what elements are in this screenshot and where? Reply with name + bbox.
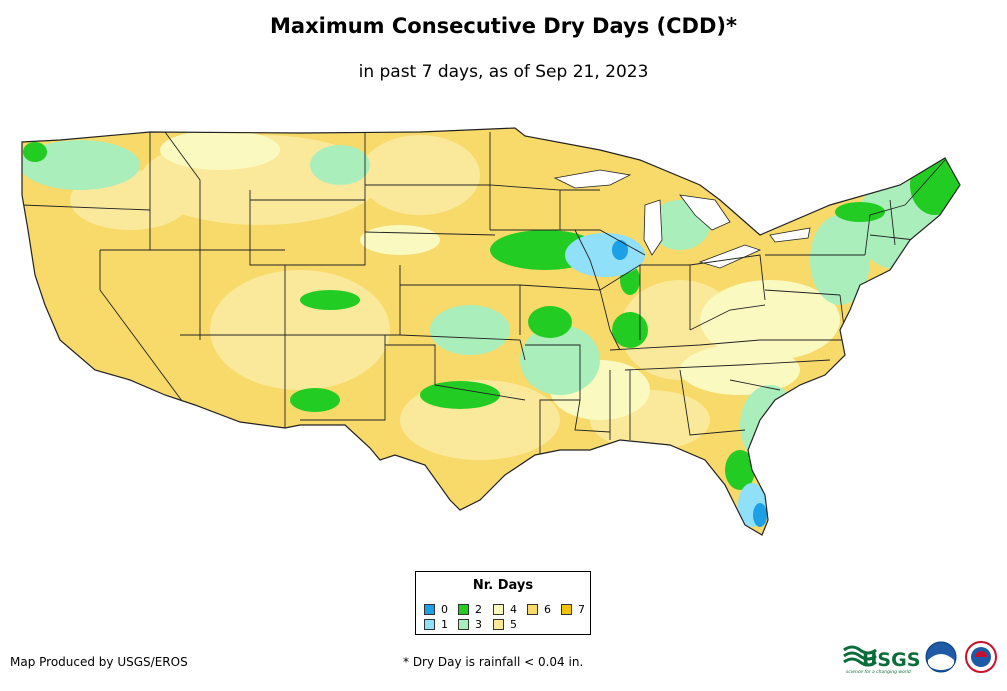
legend-item-4: 4	[493, 603, 517, 616]
legend-label: 4	[510, 603, 517, 616]
map-title: Maximum Consecutive Dry Days (CDD)*	[270, 14, 737, 38]
legend-label: 7	[578, 603, 585, 616]
legend-item-2: 2	[458, 603, 482, 616]
legend-item-5: 5	[493, 618, 517, 631]
legend-swatch	[527, 604, 538, 615]
state-boundaries	[22, 131, 946, 455]
legend-item-3: 3	[458, 618, 482, 631]
legend-item-1: 1	[424, 618, 448, 631]
legend-label: 5	[510, 618, 517, 631]
legend-swatch	[424, 619, 435, 630]
legend-label: 3	[475, 618, 482, 631]
legend-swatch	[458, 619, 469, 630]
map-credit: Map Produced by USGS/EROS	[10, 655, 188, 669]
legend-swatch	[493, 619, 504, 630]
legend-label: 2	[475, 603, 482, 616]
map-subtitle: in past 7 days, as of Sep 21, 2023	[358, 62, 649, 82]
dry-day-footnote: * Dry Day is rainfall < 0.04 in.	[403, 655, 584, 669]
legend-item-7: 7	[561, 603, 585, 616]
noaa-logo	[925, 641, 957, 673]
legend-swatch	[424, 604, 435, 615]
legend-label: 6	[544, 603, 551, 616]
legend-label: 1	[441, 618, 448, 631]
legend: Nr. Days 0 1 2 3 4 5 6 7	[415, 571, 591, 635]
legend-title: Nr. Days	[472, 578, 534, 593]
usgs-logo: USGS science for a changing world	[843, 645, 920, 675]
legend-item-0: 0	[424, 603, 448, 616]
usgs-logo-tagline: science for a changing world	[846, 669, 911, 675]
legend-item-6: 6	[527, 603, 551, 616]
cdd-color-field	[22, 128, 960, 535]
agency-logos: USGS science for a changing world	[843, 641, 997, 675]
legend-swatch	[561, 604, 572, 615]
legend-label: 0	[441, 603, 448, 616]
legend-swatch	[493, 604, 504, 615]
legend-swatch	[458, 604, 469, 615]
great-lakes	[553, 169, 811, 269]
nws-logo	[965, 641, 997, 673]
usgs-logo-text: USGS	[862, 649, 920, 671]
